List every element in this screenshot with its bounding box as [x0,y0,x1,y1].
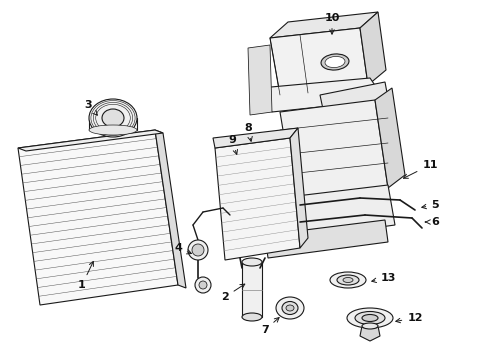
Text: 10: 10 [324,13,340,34]
Polygon shape [360,326,380,341]
Text: 4: 4 [174,243,192,254]
Text: 6: 6 [425,217,439,227]
Text: 11: 11 [403,160,438,178]
Text: 2: 2 [221,284,245,302]
Ellipse shape [242,258,262,266]
Text: 13: 13 [372,273,396,283]
Polygon shape [242,262,262,317]
Ellipse shape [330,272,366,288]
Polygon shape [280,100,388,202]
Circle shape [188,240,208,260]
Polygon shape [270,28,368,95]
Polygon shape [155,130,186,288]
Circle shape [195,277,211,293]
Text: 7: 7 [261,318,279,335]
Ellipse shape [89,99,137,137]
Circle shape [199,281,207,289]
Ellipse shape [282,302,298,315]
Text: 9: 9 [228,135,238,154]
Text: 8: 8 [244,123,252,141]
Polygon shape [260,78,385,112]
Ellipse shape [89,125,137,135]
Text: 3: 3 [84,100,98,115]
Circle shape [192,244,204,256]
Ellipse shape [362,315,378,321]
Text: 12: 12 [396,313,423,323]
Ellipse shape [355,311,385,324]
Ellipse shape [362,323,378,329]
Polygon shape [375,88,405,188]
Text: 1: 1 [78,261,94,290]
Polygon shape [360,12,386,85]
Text: 5: 5 [422,200,439,210]
Ellipse shape [102,109,124,127]
Polygon shape [320,82,392,133]
Ellipse shape [343,278,353,283]
Polygon shape [290,128,308,248]
Polygon shape [265,220,388,258]
Ellipse shape [286,305,294,311]
Ellipse shape [242,313,262,321]
Polygon shape [18,130,163,151]
Polygon shape [213,128,298,148]
Polygon shape [18,130,178,305]
Polygon shape [215,138,300,260]
Ellipse shape [347,308,393,328]
Ellipse shape [337,275,359,285]
Ellipse shape [321,54,349,70]
Polygon shape [270,12,378,38]
Polygon shape [248,45,272,115]
Ellipse shape [325,57,345,68]
Polygon shape [280,185,395,240]
Ellipse shape [276,297,304,319]
